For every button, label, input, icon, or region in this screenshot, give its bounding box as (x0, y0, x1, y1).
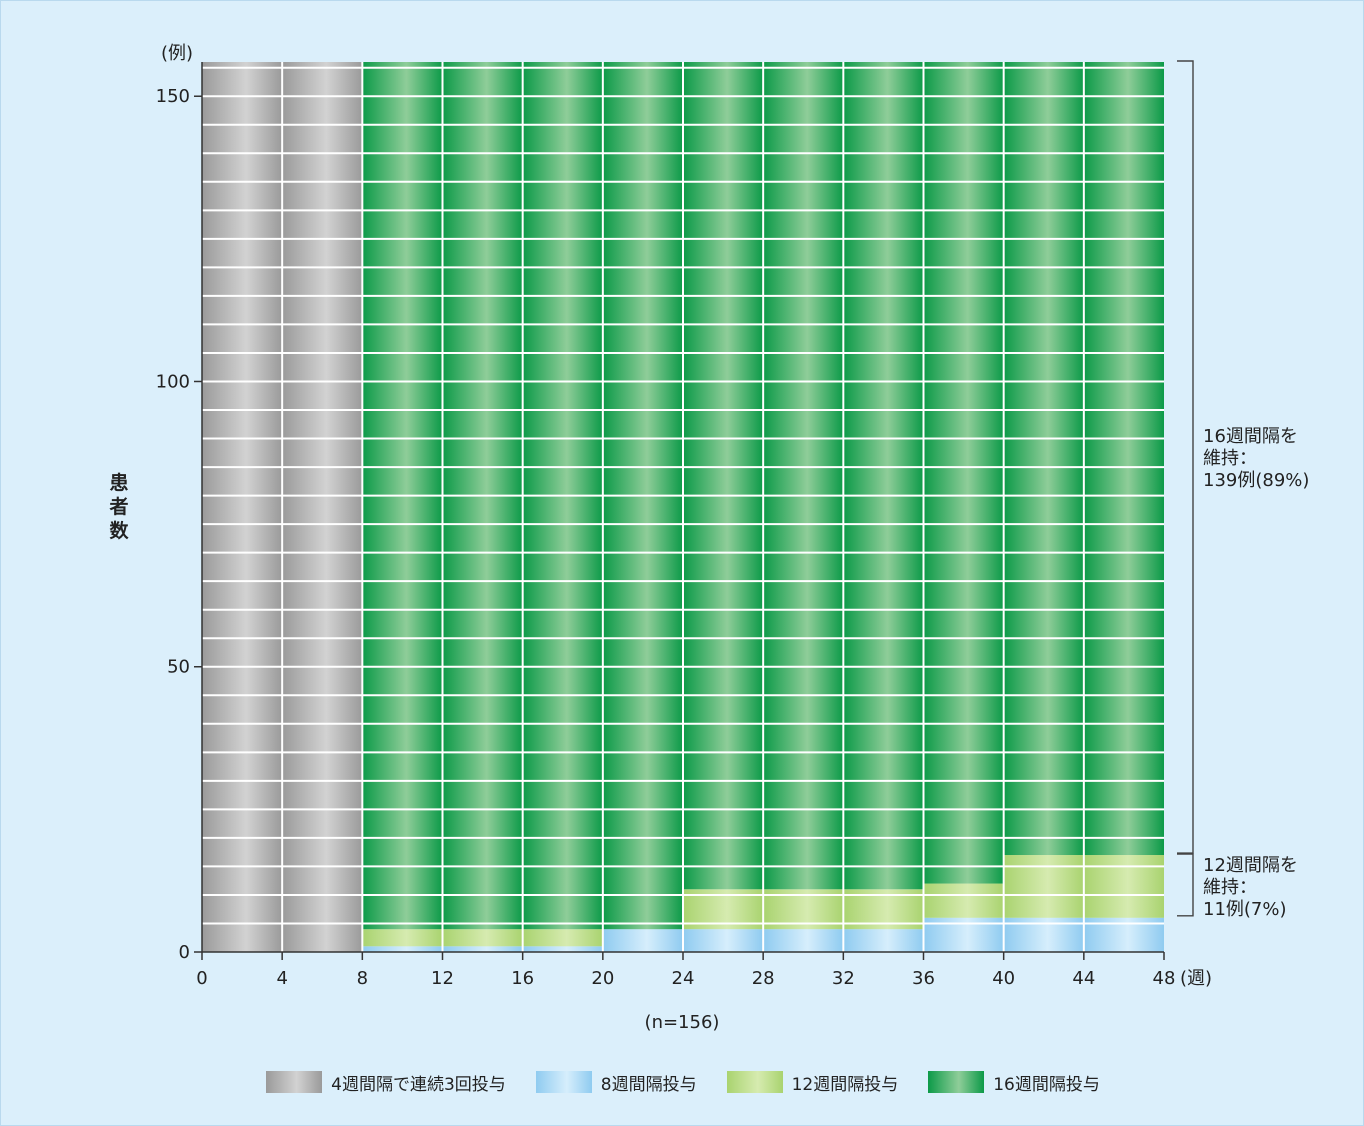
bar-segment-blue-3 (442, 946, 523, 952)
y-axis-label-char: 数 (109, 519, 129, 542)
x-tick-label: 8 (357, 968, 368, 989)
bar-segment-blue-7 (763, 929, 844, 952)
bar-segment-lightgreen-10 (1003, 855, 1084, 918)
bar-segment-blue-5 (602, 929, 683, 952)
x-tick-label: 28 (752, 968, 775, 989)
bar-segment-green-8 (843, 62, 924, 890)
bar-segment-green-6 (683, 62, 764, 890)
annotation-text: 139例(89%) (1203, 470, 1309, 491)
annotation-bracket (1177, 60, 1194, 854)
bar-segment-lightgreen-9 (923, 883, 1004, 918)
y-axis-unit: (例) (161, 43, 193, 64)
bar-segment-lightgreen-4 (522, 929, 603, 947)
legend-swatch (535, 1071, 592, 1093)
legend-swatch (726, 1071, 783, 1093)
x-tick-label: 32 (832, 968, 855, 989)
legend-label: 4週間隔で連続3回投与 (331, 1074, 506, 1095)
x-tick-label: 36 (912, 968, 935, 989)
x-tick-label: 40 (992, 968, 1015, 989)
bar-segment-lightgreen-3 (442, 929, 523, 947)
x-tick-label: 44 (1072, 968, 1095, 989)
annotation-text: 11例(7%) (1203, 899, 1287, 920)
x-tick-label: 0 (196, 968, 207, 989)
bar-segment-blue-6 (683, 929, 764, 952)
annotation-text: 維持： (1203, 877, 1257, 898)
bar-segment-gray-1 (282, 62, 363, 952)
y-tick-label: 0 (179, 942, 190, 963)
legend-label: 16週間隔投与 (993, 1074, 1100, 1095)
bar-segment-lightgreen-2 (362, 929, 443, 947)
annotation-text: 維持： (1203, 448, 1257, 469)
bar-segment-green-9 (923, 62, 1004, 884)
legend-item: 4週間隔で連続3回投与 (266, 1070, 506, 1095)
legend-item: 16週間隔投与 (928, 1070, 1100, 1095)
annotation-bracket (1177, 853, 1194, 917)
bar-segment-gray-0 (202, 62, 283, 952)
bar-segment-blue-4 (522, 946, 603, 952)
annotation-text: 12週間隔を (1203, 855, 1298, 876)
y-axis-label: 患者数 (109, 471, 129, 542)
y-tick-label: 100 (156, 371, 190, 392)
legend-swatch (266, 1071, 323, 1093)
bar-segment-blue-8 (843, 929, 924, 952)
x-axis-unit: (週) (1180, 968, 1212, 989)
gridlines-group (202, 62, 1164, 952)
x-tick-label: 24 (672, 968, 695, 989)
legend: 4週間隔で連続3回投与 8週間隔投与 12週間隔投与 16週間隔投与 (1, 1067, 1364, 1097)
x-tick-label: 48 (1153, 968, 1176, 989)
bar-segment-green-7 (763, 62, 844, 890)
y-tick-label: 50 (167, 657, 190, 678)
legend-label: 12週間隔投与 (791, 1074, 899, 1095)
bar-segment-blue-2 (362, 946, 443, 952)
x-tick-label: 20 (591, 968, 614, 989)
y-axis-label-char: 患 (109, 471, 128, 494)
y-tick-label: 150 (156, 86, 190, 107)
sample-size-label: (n=156) (645, 1012, 720, 1033)
x-tick-label: 12 (431, 968, 454, 989)
legend-swatch (928, 1071, 985, 1093)
x-tick-label: 16 (511, 968, 534, 989)
bar-segment-lightgreen-11 (1083, 855, 1164, 918)
x-tick-label: 4 (276, 968, 287, 989)
legend-item: 8週間隔投与 (535, 1070, 697, 1095)
legend-item: 12週間隔投与 (726, 1070, 899, 1095)
legend-label: 8週間隔投与 (600, 1074, 697, 1095)
y-axis-label-char: 者 (109, 496, 128, 518)
annotation-text: 16週間隔を (1203, 426, 1298, 447)
